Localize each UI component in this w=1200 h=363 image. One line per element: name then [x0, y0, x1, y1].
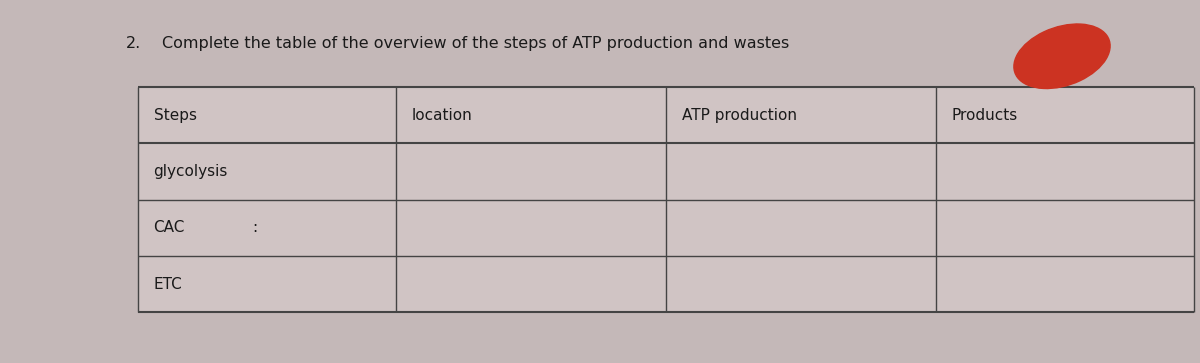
- Text: Products: Products: [952, 108, 1018, 123]
- Text: :: :: [252, 220, 257, 235]
- Text: CAC: CAC: [154, 220, 185, 235]
- Text: ETC: ETC: [154, 277, 182, 291]
- Text: 2.: 2.: [126, 36, 142, 51]
- Text: Steps: Steps: [154, 108, 197, 123]
- Text: glycolysis: glycolysis: [154, 164, 228, 179]
- Text: location: location: [412, 108, 473, 123]
- Ellipse shape: [1014, 24, 1110, 89]
- Text: Complete the table of the overview of the steps of ATP production and wastes: Complete the table of the overview of th…: [162, 36, 790, 51]
- Bar: [138, 87, 1194, 312]
- Text: ATP production: ATP production: [682, 108, 797, 123]
